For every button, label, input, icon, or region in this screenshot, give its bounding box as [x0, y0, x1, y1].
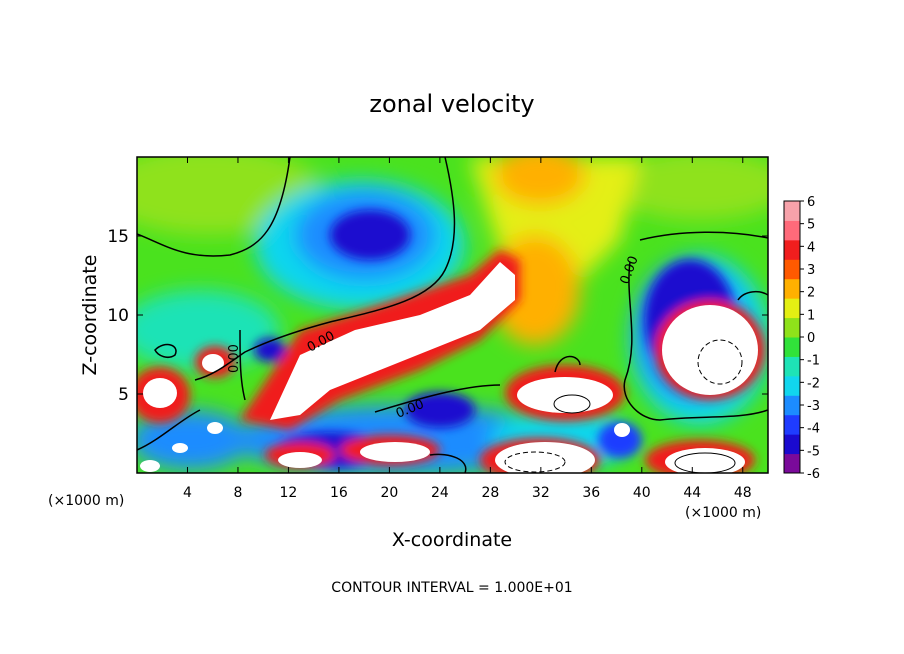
colorbar-swatch — [784, 239, 800, 260]
colorbar-swatch — [784, 317, 800, 338]
colorbar: 6 5 4 3 2 1 0 -1 -2 -3 -4 -5 -6 — [783, 195, 820, 482]
colorbar-swatch — [784, 395, 800, 416]
x-tick-label: 20 — [380, 485, 398, 501]
colorbar-tick-label: 5 — [807, 218, 815, 233]
colorbar-swatch — [784, 278, 800, 299]
x-axis-label: X-coordinate — [392, 529, 512, 551]
chart-title: zonal velocity — [369, 90, 534, 118]
colorbar-tick-label: -2 — [807, 376, 820, 391]
contour-label: 0.00 — [227, 344, 242, 373]
colorbar-swatch — [784, 201, 800, 221]
colorbar-swatch — [784, 259, 800, 280]
x-tick-label: 24 — [431, 485, 449, 501]
colorbar-swatch — [784, 375, 800, 396]
colorbar-tick-label: 2 — [807, 286, 815, 301]
x-tick-label: 48 — [734, 485, 752, 501]
inner-contours — [504, 339, 743, 473]
y-axis-label: Z-coordinate — [79, 255, 101, 376]
x-tick-label: 32 — [532, 485, 550, 501]
colorbar-tick-label: 4 — [807, 240, 815, 255]
contour-interval-note: CONTOUR INTERVAL = 1.000E+01 — [331, 580, 572, 596]
velocity-field — [137, 157, 768, 473]
colorbar-tick-label: 6 — [807, 195, 815, 210]
colorbar-tick-label: -1 — [807, 354, 820, 369]
colorbar-tick-label: -6 — [807, 467, 820, 482]
x-tick-label: 40 — [633, 485, 651, 501]
x-tick-label: 44 — [683, 485, 701, 501]
colorbar-tick-label: -3 — [807, 399, 820, 414]
colorbar-tick-label: 0 — [807, 331, 815, 346]
colorbar-swatch — [784, 220, 800, 241]
x-unit-label-right: (×1000 m) — [685, 505, 761, 521]
colorbar-swatch — [784, 356, 800, 377]
x-tick-label: 28 — [481, 485, 499, 501]
colorbar-tick-label: -5 — [807, 444, 820, 459]
colorbar-swatch — [784, 453, 800, 474]
colorbar-swatch — [784, 298, 800, 319]
x-tick-label: 16 — [330, 485, 348, 501]
y-tick-label: 5 — [118, 385, 129, 405]
x-unit-label-left: (×1000 m) — [48, 493, 124, 509]
colorbar-swatch — [784, 434, 800, 455]
colorbar-tick-label: 3 — [807, 263, 815, 278]
colorbar-swatch — [784, 414, 800, 435]
y-axis: 5 10 15 — [107, 227, 768, 405]
x-tick-label: 12 — [280, 485, 298, 501]
saturated-regions — [140, 262, 758, 473]
y-tick-label: 10 — [107, 306, 129, 326]
y-tick-label: 15 — [107, 227, 129, 247]
zero-contours — [137, 157, 768, 473]
x-axis: 4 8 12 16 20 24 28 32 36 40 44 48 — [183, 157, 752, 501]
x-tick-label: 36 — [582, 485, 600, 501]
colorbar-tick-label: 1 — [807, 308, 815, 323]
colorbar-swatch — [784, 337, 800, 357]
x-tick-label: 8 — [233, 485, 242, 501]
colorbar-tick-label: -4 — [807, 422, 820, 437]
x-tick-label: 4 — [183, 485, 192, 501]
